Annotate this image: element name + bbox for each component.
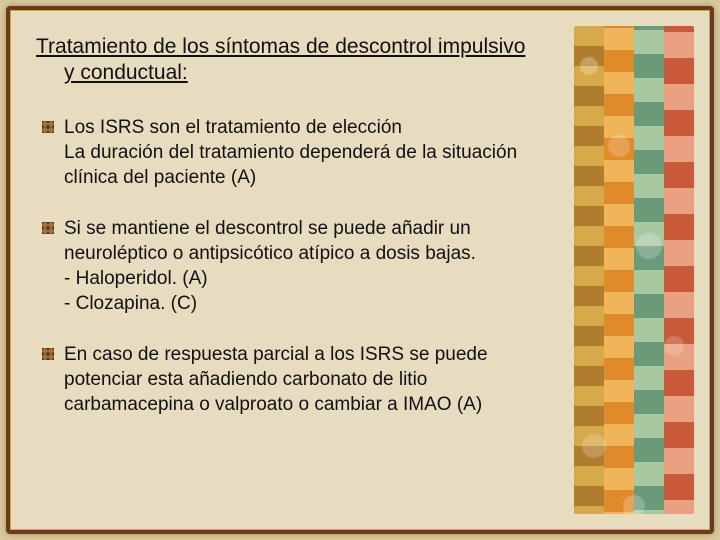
- slide-title: Tratamiento de los síntomas de descontro…: [36, 34, 554, 87]
- content-area: Tratamiento de los síntomas de descontro…: [30, 30, 560, 510]
- title-line-1: Tratamiento de los síntomas de descontro…: [36, 35, 525, 58]
- bullet-item: En caso de respuesta parcial a los ISRS …: [64, 342, 554, 417]
- title-line-2: y conductual:: [36, 60, 554, 86]
- bullet-item: Los ISRS son el tratamiento de elección …: [64, 115, 554, 190]
- bullet-text: - Clozapina. (C): [64, 291, 554, 316]
- slide-frame: Tratamiento de los síntomas de descontro…: [6, 6, 714, 534]
- bullet-item: Si se mantiene el descontrol se puede añ…: [64, 216, 554, 316]
- slide: Tratamiento de los síntomas de descontro…: [0, 0, 720, 540]
- bullet-text: Si se mantiene el descontrol se puede añ…: [64, 216, 554, 266]
- bullet-text: En caso de respuesta parcial a los ISRS …: [64, 342, 554, 417]
- bullet-text: Los ISRS son el tratamiento de elección: [64, 115, 554, 140]
- bullet-list: Los ISRS son el tratamiento de elección …: [36, 115, 554, 418]
- decorative-swirl-strip: [574, 26, 694, 514]
- bullet-text: - Haloperidol. (A): [64, 266, 554, 291]
- bullet-text: La duración del tratamiento dependerá de…: [64, 140, 554, 190]
